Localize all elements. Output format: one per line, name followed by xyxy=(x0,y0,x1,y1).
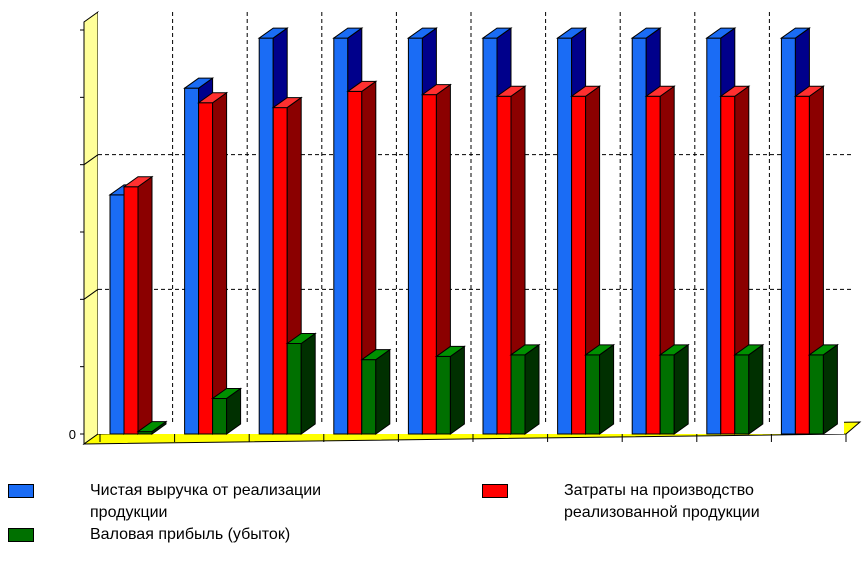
bar-front xyxy=(808,354,824,435)
legend-swatch-costs xyxy=(482,484,508,498)
bar-top xyxy=(136,421,168,433)
bar-front xyxy=(482,37,498,435)
y-tick-label: 0 xyxy=(69,427,76,442)
bar-front xyxy=(496,95,512,435)
legend-swatch-profit xyxy=(8,528,34,542)
bar-front xyxy=(347,90,363,435)
side-wall xyxy=(83,11,99,445)
bar-side xyxy=(449,345,465,435)
bar-top xyxy=(481,27,513,39)
bar-top xyxy=(719,85,751,97)
bar-top xyxy=(420,84,452,96)
bar-front xyxy=(734,354,750,435)
bar-top xyxy=(211,387,243,399)
bar-front xyxy=(407,37,423,435)
bar-front xyxy=(585,354,601,435)
bar-top xyxy=(434,345,466,357)
bar-side xyxy=(300,332,316,435)
bar-front xyxy=(123,186,139,435)
bar-front xyxy=(706,37,722,435)
bar-top xyxy=(570,85,602,97)
bar-top xyxy=(658,344,690,356)
bar-side xyxy=(673,343,689,435)
bar-top xyxy=(644,85,676,97)
bar-front xyxy=(109,194,125,435)
bar-front xyxy=(272,107,288,435)
bar-top xyxy=(332,27,364,39)
bar-top xyxy=(346,80,378,92)
bar-front xyxy=(659,354,675,435)
legend-label-profit: Валовая прибыль (убыток) xyxy=(90,526,291,543)
legend-label-costs: Затраты на производство реализованной пр… xyxy=(564,482,760,521)
bar-side xyxy=(212,91,228,435)
bar-top xyxy=(360,349,392,361)
bar-chart-3d: 0 xyxy=(69,11,862,445)
chart-area: 0 xyxy=(69,11,862,445)
gridline-wall xyxy=(83,288,99,300)
bar-top xyxy=(733,344,765,356)
legend: Чистая выручка от реализации продукции З… xyxy=(0,478,866,558)
bar-side xyxy=(375,348,391,435)
bar-top xyxy=(556,27,588,39)
legend-label-revenue: Чистая выручка от реализации продукции xyxy=(90,482,322,521)
bar-front xyxy=(780,37,796,435)
bar-top xyxy=(271,97,303,109)
bar-front xyxy=(258,37,274,435)
bar-front xyxy=(421,94,437,435)
gridline-wall xyxy=(83,154,99,166)
bar-top xyxy=(793,85,825,97)
bar-front xyxy=(435,355,451,435)
bar-front xyxy=(571,95,587,435)
bar-top xyxy=(197,92,229,104)
bar-side xyxy=(137,175,153,435)
bar-top xyxy=(705,27,737,39)
legend-swatch-revenue xyxy=(8,484,34,498)
bar-top xyxy=(509,344,541,356)
bar-front xyxy=(631,37,647,435)
bar-front xyxy=(184,87,200,435)
bar-top xyxy=(630,27,662,39)
bar-side xyxy=(748,343,764,435)
bar-side xyxy=(599,343,615,435)
bar-top xyxy=(257,27,289,39)
bar-front xyxy=(720,95,736,435)
bar-front xyxy=(645,95,661,435)
bar-side xyxy=(822,343,838,435)
bar-top xyxy=(779,27,811,39)
bar-front xyxy=(286,343,302,435)
bar-front xyxy=(557,37,573,435)
bar-front xyxy=(510,354,526,435)
bar-front xyxy=(333,37,349,435)
bar-top xyxy=(495,85,527,97)
bar-front xyxy=(361,359,377,435)
bar-front xyxy=(794,95,810,435)
bar-top xyxy=(183,77,215,89)
bar-top xyxy=(285,333,317,345)
bar-side xyxy=(524,343,540,435)
bar-top xyxy=(406,27,438,39)
bar-top xyxy=(807,344,839,356)
bar-front xyxy=(212,397,228,435)
bar-front xyxy=(198,102,214,435)
bar-top xyxy=(584,344,616,356)
bar-top xyxy=(122,176,154,188)
